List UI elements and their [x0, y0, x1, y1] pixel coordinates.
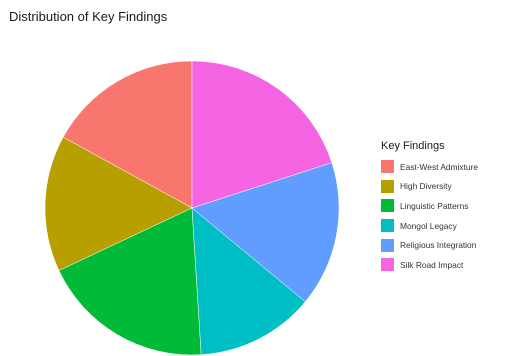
pie-slice-religious-integration — [191, 162, 340, 303]
pie-slice-east-west-admixture — [62, 60, 193, 209]
legend-label: Religious Integration — [400, 240, 477, 251]
legend-item-silk-road-impact: Silk Road Impact — [381, 255, 478, 275]
legend-item-high-diversity: High Diversity — [381, 177, 478, 197]
legend-key-silk-road-impact — [381, 258, 394, 272]
legend-key-high-diversity — [381, 179, 394, 193]
legend-key-linguistic-patterns — [381, 199, 394, 213]
legend-key-religious-integration — [381, 238, 394, 252]
pie-slice-linguistic-patterns — [58, 207, 202, 356]
legend-items: East-West Admixture High Diversity Linguis… — [381, 157, 478, 275]
legend-label: Silk Road Impact — [400, 259, 464, 270]
legend-label: Linguistic Patterns — [400, 200, 469, 211]
legend: Key Findings East-West Admixture High Div… — [381, 140, 478, 275]
legend-key-mongol-legacy — [381, 219, 394, 233]
legend-title: Key Findings — [381, 140, 445, 152]
legend-key-east-west-admixture — [381, 160, 394, 174]
legend-label: Mongol Legacy — [400, 220, 457, 231]
legend-item-mongol-legacy: Mongol Legacy — [381, 216, 478, 236]
pie-slices — [44, 60, 340, 356]
pie-slice-high-diversity — [44, 136, 193, 271]
pie-slice-silk-road-impact — [191, 60, 333, 209]
legend-item-religious-integration: Religious Integration — [381, 235, 478, 255]
chart-title: Distribution of Key Findings — [9, 9, 168, 24]
legend-label: East-West Admixture — [400, 161, 479, 172]
legend-label: High Diversity — [400, 181, 452, 192]
legend-item-linguistic-patterns: Linguistic Patterns — [381, 196, 478, 216]
pie-slice-mongol-legacy — [191, 207, 306, 355]
legend-item-east-west-admixture: East-West Admixture — [381, 157, 478, 177]
